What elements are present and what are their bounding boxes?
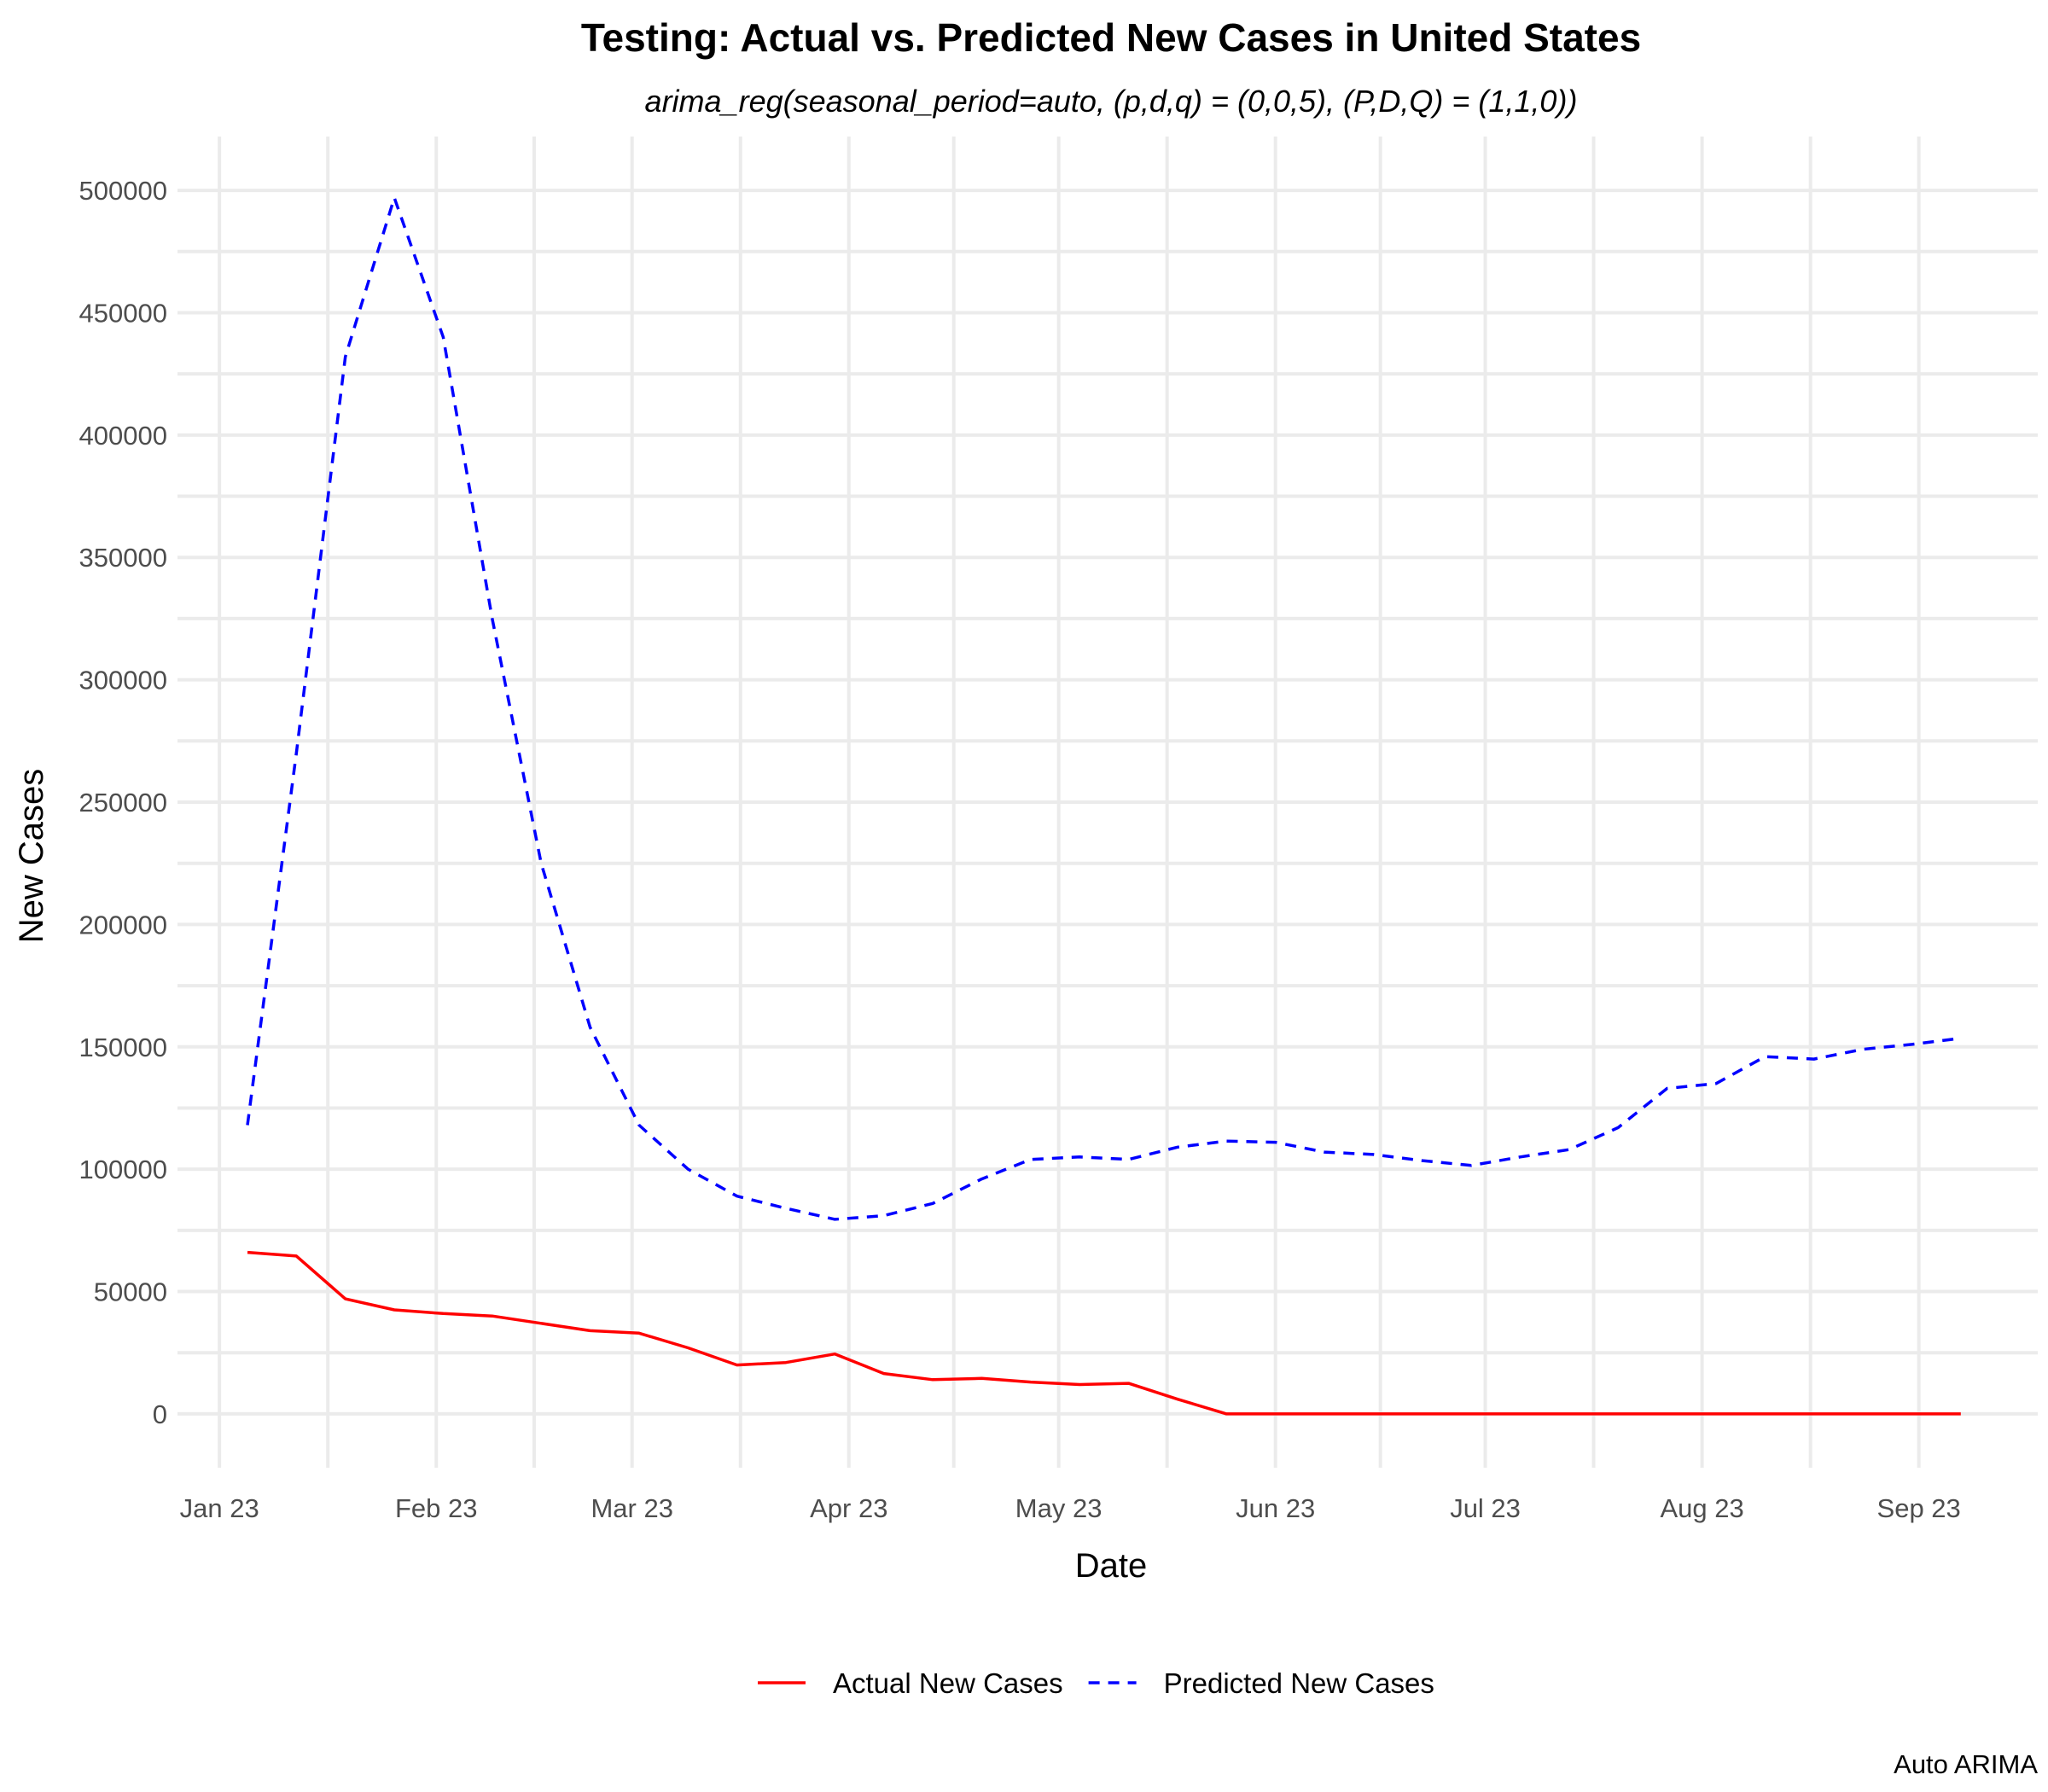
y-tick-label: 50000 bbox=[94, 1277, 167, 1307]
legend: Actual New Cases Predicted New Cases bbox=[758, 1667, 1434, 1699]
x-tick-label: Apr 23 bbox=[810, 1493, 887, 1523]
y-tick-label: 200000 bbox=[79, 910, 167, 940]
x-tick-label: May 23 bbox=[1015, 1493, 1103, 1523]
y-tick-label: 100000 bbox=[79, 1155, 167, 1184]
chart-subtitle: arima_reg(seasonal_period=auto, (p,d,q) … bbox=[645, 84, 1578, 119]
legend-label-predicted-new-cases: Predicted New Cases bbox=[1164, 1667, 1434, 1699]
series-lines bbox=[246, 195, 1962, 1416]
y-tick-label: 150000 bbox=[79, 1033, 167, 1062]
y-tick-label: 300000 bbox=[79, 666, 167, 695]
y-tick-label: 0 bbox=[153, 1399, 167, 1429]
y-tick-label: 350000 bbox=[79, 543, 167, 573]
y-tick-label: 250000 bbox=[79, 788, 167, 817]
series-line-actual-new-cases bbox=[247, 1250, 1961, 1416]
chart-title: Testing: Actual vs. Predicted New Cases … bbox=[581, 15, 1641, 60]
y-tick-label: 400000 bbox=[79, 421, 167, 451]
x-axis-ticks: Jan 23 Feb 23 Mar 23 Apr 23 May 23 Jun 23 Jul … bbox=[180, 1493, 1961, 1523]
x-tick-label: Mar 23 bbox=[591, 1493, 672, 1523]
x-tick-label: Jun 23 bbox=[1236, 1493, 1315, 1523]
x-tick-label: Jul 23 bbox=[1450, 1493, 1521, 1523]
x-tick-label: Aug 23 bbox=[1660, 1493, 1743, 1523]
legend-label-actual-new-cases: Actual New Cases bbox=[833, 1667, 1063, 1699]
x-tick-label: Feb 23 bbox=[395, 1493, 478, 1523]
x-tick-label: Sep 23 bbox=[1877, 1493, 1961, 1523]
y-axis-title: New Cases bbox=[13, 769, 50, 944]
x-axis-title: Date bbox=[1075, 1547, 1148, 1585]
x-tick-label: Jan 23 bbox=[180, 1493, 259, 1523]
y-tick-label: 500000 bbox=[79, 176, 167, 206]
y-axis-ticks: 0 50000 100000 150000 200000 250000 300000 3500… bbox=[79, 176, 167, 1429]
gridlines bbox=[177, 137, 2038, 1468]
chart-caption: Auto ARIMA bbox=[1894, 1749, 2038, 1779]
series-line-predicted-new-cases bbox=[246, 195, 1962, 1221]
y-tick-label: 450000 bbox=[79, 298, 167, 328]
